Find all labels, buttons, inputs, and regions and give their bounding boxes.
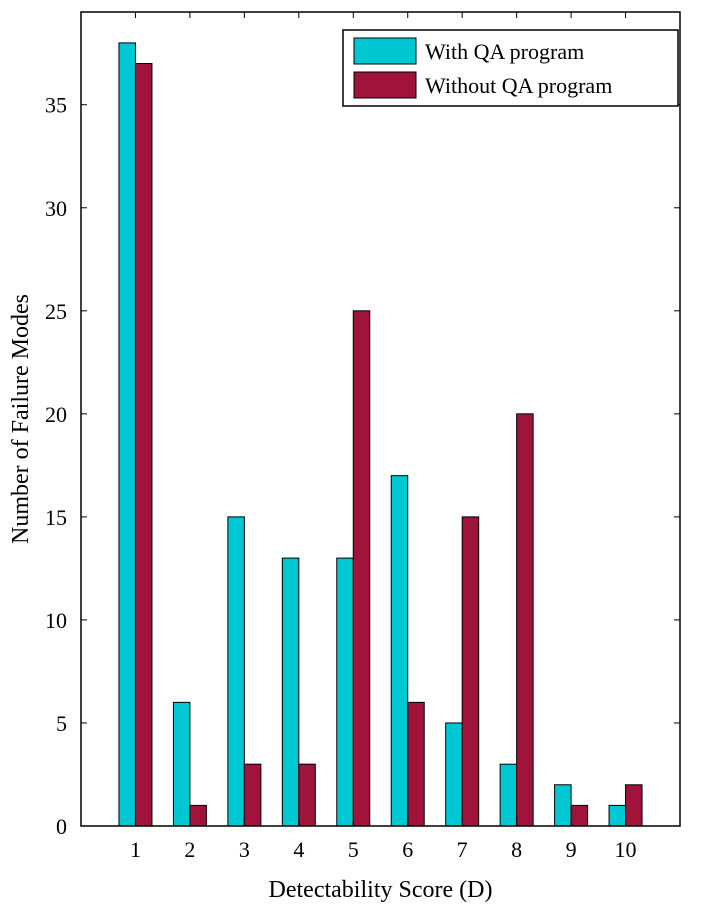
bar-without-qa-6 — [407, 701, 425, 827]
y-tick-label: 10 — [45, 608, 67, 633]
x-tick-label: 1 — [130, 837, 141, 862]
bar-without-qa-4 — [298, 763, 316, 827]
y-tick-label: 5 — [56, 711, 67, 736]
bar-without-qa-7 — [461, 516, 480, 827]
y-tick-label: 15 — [45, 505, 67, 530]
bar-without-qa-3 — [243, 763, 262, 827]
legend-swatch-with-qa — [353, 37, 417, 65]
bar-with-qa-5 — [336, 557, 354, 827]
bar-with-qa-10 — [608, 804, 627, 827]
x-tick-label: 5 — [348, 837, 359, 862]
bar-without-qa-1 — [134, 63, 153, 827]
y-tick-label: 0 — [56, 814, 67, 839]
x-tick-label: 7 — [457, 837, 468, 862]
bars-group — [118, 42, 643, 827]
x-tick-label: 3 — [239, 837, 250, 862]
y-axis-label: Number of Failure Modes — [8, 294, 34, 544]
x-axis-ticks: 1 2 3 4 5 6 7 8 9 10 — [130, 12, 637, 862]
legend-label-without-qa: Without QA program — [425, 73, 612, 98]
bar-with-qa-1 — [118, 42, 136, 827]
x-tick-label: 4 — [293, 837, 304, 862]
legend-label-with-qa: With QA program — [425, 39, 584, 64]
x-tick-label: 10 — [615, 837, 637, 862]
legend: With QA program Without QA program — [342, 29, 679, 107]
bar-with-qa-6 — [390, 475, 409, 827]
x-tick-label: 2 — [184, 837, 195, 862]
plot-frame — [80, 11, 681, 827]
x-axis-label: Detectability Score (D) — [269, 877, 493, 903]
bar-without-qa-8 — [516, 413, 534, 827]
bar-with-qa-4 — [281, 557, 300, 827]
x-tick-label: 6 — [402, 837, 413, 862]
bar-with-qa-7 — [445, 722, 463, 827]
legend-swatch-without-qa — [353, 71, 417, 99]
bar-without-qa-9 — [570, 804, 589, 827]
bar-without-qa-5 — [352, 310, 371, 827]
y-axis-ticks: 0 5 10 15 20 25 30 35 — [45, 93, 680, 839]
bar-with-qa-8 — [499, 763, 518, 827]
y-tick-label: 30 — [45, 196, 67, 221]
y-tick-label: 20 — [45, 402, 67, 427]
y-tick-label: 35 — [45, 93, 67, 118]
bar-without-qa-10 — [625, 784, 643, 827]
bar-with-qa-9 — [554, 784, 572, 827]
x-tick-label: 9 — [566, 837, 577, 862]
bar-with-qa-3 — [227, 516, 245, 827]
bar-with-qa-2 — [172, 701, 191, 827]
bar-without-qa-2 — [189, 804, 207, 827]
y-tick-label: 25 — [45, 299, 67, 324]
x-tick-label: 8 — [511, 837, 522, 862]
